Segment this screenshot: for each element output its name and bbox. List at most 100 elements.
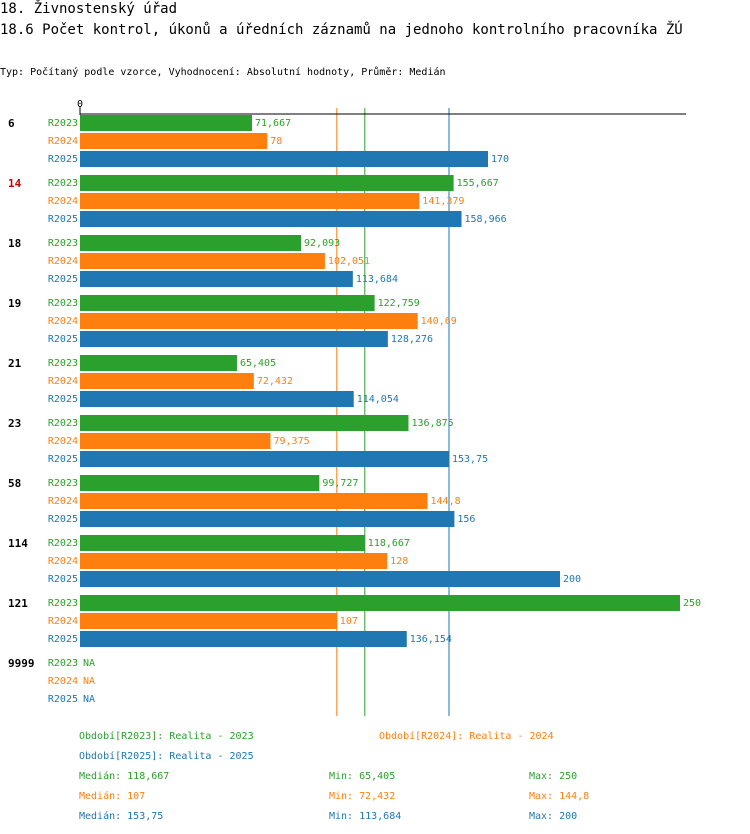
legend-median-r2023: Medián: 118,667 — [79, 771, 170, 782]
series-label-r2023: R2023 — [48, 658, 78, 669]
bar-58-r2023 — [80, 475, 320, 491]
bar-121-r2024 — [80, 613, 337, 629]
bar-114-r2023 — [80, 535, 365, 551]
bar-14-r2025 — [80, 211, 462, 227]
series-label-r2024: R2024 — [48, 196, 78, 207]
series-label-r2023: R2023 — [48, 598, 78, 609]
value-label-6-r2023: 71,667 — [255, 118, 291, 129]
value-label-114-r2025: 200 — [563, 574, 581, 585]
bar-121-r2023 — [80, 595, 680, 611]
series-label-r2025: R2025 — [48, 334, 78, 345]
value-label-6-r2025: 170 — [491, 154, 509, 165]
bar-21-r2023 — [80, 355, 237, 371]
series-label-r2025: R2025 — [48, 694, 78, 705]
bar-114-r2025 — [80, 571, 560, 587]
bar-6-r2025 — [80, 151, 488, 167]
bar-23-r2024 — [80, 433, 271, 449]
series-label-r2024: R2024 — [48, 136, 78, 147]
bar-58-r2024 — [80, 493, 428, 509]
series-label-r2025: R2025 — [48, 154, 78, 165]
series-label-r2024: R2024 — [48, 436, 78, 447]
series-label-r2025: R2025 — [48, 214, 78, 225]
legend-max-r2025: Max: 200 — [529, 811, 578, 822]
bar-19-r2024 — [80, 313, 418, 329]
category-label-23: 23 — [8, 417, 21, 430]
legend-period-r2025: Období[R2025]: Realita - 2025 — [79, 751, 254, 762]
value-label-19-r2023: 122,759 — [378, 298, 420, 309]
legend-period-r2024: Období[R2024]: Realita - 2024 — [379, 731, 554, 742]
value-label-23-r2023: 136,875 — [412, 418, 454, 429]
value-label-114-r2023: 118,667 — [368, 538, 410, 549]
legend-max-r2023: Max: 250 — [529, 771, 578, 782]
series-label-r2023: R2023 — [48, 358, 78, 369]
series-label-r2024: R2024 — [48, 556, 78, 567]
category-label-9999: 9999 — [8, 657, 35, 670]
series-label-r2023: R2023 — [48, 238, 78, 249]
bar-19-r2025 — [80, 331, 388, 347]
value-label-14-r2023: 155,667 — [457, 178, 499, 189]
bar-19-r2023 — [80, 295, 375, 311]
bar-18-r2023 — [80, 235, 302, 251]
bar-58-r2025 — [80, 511, 455, 527]
value-label-9999-r2025: NA — [83, 694, 95, 705]
category-label-18: 18 — [8, 237, 21, 250]
value-label-58-r2023: 99,727 — [322, 478, 358, 489]
category-label-6: 6 — [8, 117, 15, 130]
value-label-23-r2025: 153,75 — [452, 454, 488, 465]
axis-zero-label: 0 — [77, 99, 83, 110]
series-label-r2024: R2024 — [48, 496, 78, 507]
value-label-114-r2024: 128 — [390, 556, 408, 567]
series-label-r2024: R2024 — [48, 616, 78, 627]
series-label-r2023: R2023 — [48, 298, 78, 309]
bar-23-r2023 — [80, 415, 409, 431]
bar-21-r2024 — [80, 373, 254, 389]
bar-18-r2024 — [80, 253, 325, 269]
value-label-58-r2024: 144,8 — [431, 496, 461, 507]
bar-18-r2025 — [80, 271, 353, 287]
value-label-18-r2025: 113,684 — [356, 274, 398, 285]
value-label-6-r2024: 78 — [270, 136, 282, 147]
series-label-r2024: R2024 — [48, 256, 78, 267]
bar-23-r2025 — [80, 451, 449, 467]
chart-category-title: 18. Živnostenský úřad — [0, 1, 178, 17]
legend-median-r2025: Medián: 153,75 — [79, 811, 164, 822]
value-label-14-r2025: 158,966 — [465, 214, 507, 225]
category-label-21: 21 — [8, 357, 22, 370]
value-label-9999-r2024: NA — [83, 676, 95, 687]
value-label-14-r2024: 141,379 — [422, 196, 464, 207]
series-label-r2023: R2023 — [48, 118, 78, 129]
series-label-r2023: R2023 — [48, 478, 78, 489]
value-label-18-r2023: 92,093 — [304, 238, 340, 249]
category-label-114: 114 — [8, 537, 28, 550]
chart-meta: Typ: Počítaný podle vzorce, Vyhodnocení:… — [0, 67, 446, 78]
category-label-14: 14 — [8, 177, 22, 190]
series-label-r2025: R2025 — [48, 274, 78, 285]
value-label-58-r2025: 156 — [457, 514, 475, 525]
series-label-r2025: R2025 — [48, 634, 78, 645]
legend-median-r2024: Medián: 107 — [79, 791, 146, 802]
chart-title: 18.6 Počet kontrol, úkonů a úředních záz… — [0, 22, 683, 38]
bar-21-r2025 — [80, 391, 354, 407]
category-label-58: 58 — [8, 477, 21, 490]
value-label-121-r2025: 136,154 — [410, 634, 452, 645]
value-label-121-r2023: 250 — [683, 598, 701, 609]
legend-period-r2023: Období[R2023]: Realita - 2023 — [79, 731, 254, 742]
series-label-r2025: R2025 — [48, 514, 78, 525]
bar-114-r2024 — [80, 553, 388, 569]
bar-6-r2024 — [80, 133, 268, 149]
series-label-r2023: R2023 — [48, 178, 78, 189]
series-label-r2024: R2024 — [48, 676, 78, 687]
legend-max-r2024: Max: 144,8 — [529, 791, 590, 802]
legend-min-r2023: Min: 65,405 — [329, 771, 396, 782]
series-label-r2023: R2023 — [48, 418, 78, 429]
series-label-r2025: R2025 — [48, 574, 78, 585]
value-label-21-r2025: 114,054 — [357, 394, 399, 405]
bar-6-r2023 — [80, 115, 253, 131]
value-label-9999-r2023: NA — [83, 658, 95, 669]
legend-min-r2024: Min: 72,432 — [329, 791, 396, 802]
bar-14-r2024 — [80, 193, 420, 209]
value-label-121-r2024: 107 — [340, 616, 358, 627]
series-label-r2025: R2025 — [48, 454, 78, 465]
series-label-r2025: R2025 — [48, 394, 78, 405]
